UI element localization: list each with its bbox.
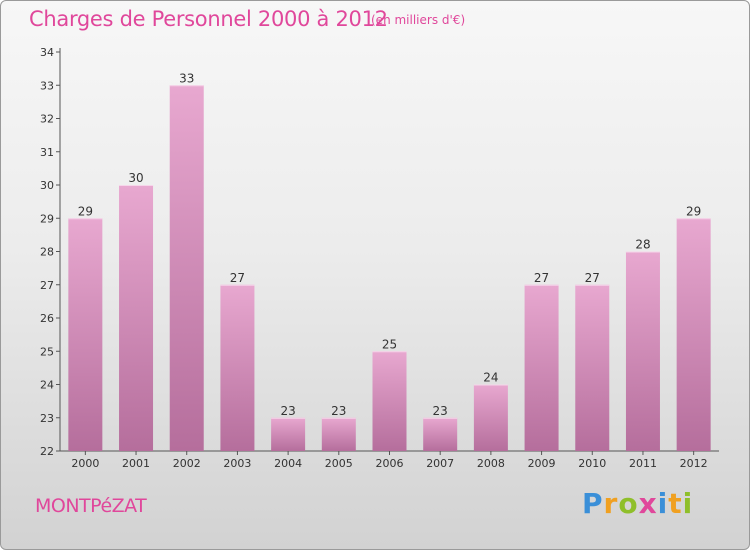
y-tick-label: 34 [40,46,54,59]
x-tick-label: 2002 [173,457,201,470]
y-tick-label: 27 [40,279,54,292]
proxiti-logo: Proxiti [582,487,693,520]
data-label: 27 [230,271,245,285]
y-tick-label: 30 [40,179,54,192]
x-tick-label: 2003 [223,457,251,470]
bar-2012 [676,218,711,451]
y-tick-label: 23 [40,412,54,425]
y-tick-label: 28 [40,246,54,259]
x-tick-label: 2009 [528,457,556,470]
chart-title: Charges de Personnel 2000 à 2012 [29,7,388,31]
data-label: 23 [433,404,448,418]
y-tick-label: 31 [40,146,54,159]
bar-2000 [68,218,103,451]
data-label: 25 [382,337,397,351]
y-tick-label: 33 [40,79,54,92]
y-tick-label: 25 [40,345,54,358]
bar-2009 [524,284,559,451]
logo-letter: i [682,487,694,520]
x-tick-label: 2005 [325,457,353,470]
bar-2006 [372,351,407,451]
bar-2011 [625,251,660,451]
data-label: 23 [331,404,346,418]
x-tick-label: 2011 [629,457,657,470]
bar-2008 [473,384,508,451]
data-label: 33 [179,71,194,85]
chart-bars [68,85,711,451]
chart-axes: 22 23 24 25 26 27 28 29 30 31 32 33 34 2000 2001 2002 20… [40,46,719,470]
x-tick-label: 2006 [376,457,404,470]
data-label: 27 [585,271,600,285]
logo-letter: x [638,487,658,520]
logo-letter: i [657,487,669,520]
x-tick-label: 2010 [578,457,606,470]
y-tick-label: 24 [40,379,54,392]
logo-letter: r [603,487,619,520]
y-tick-label: 26 [40,312,54,325]
bar-2007 [423,417,458,451]
data-label: 29 [78,204,93,218]
x-tick-label: 2001 [122,457,150,470]
chart-data-labels: 29 30 33 27 23 23 25 23 24 27 27 28 29 [78,71,702,418]
data-label: 30 [128,171,143,185]
logo-letter: t [668,487,683,520]
x-tick-label: 2000 [71,457,99,470]
chart-subtitle: (en milliers d'€) [371,13,466,27]
bar-2003 [220,284,255,451]
data-label: 28 [635,238,650,252]
data-label: 24 [483,371,498,385]
y-tick-label: 32 [40,113,54,126]
logo-letter: P [582,487,604,520]
data-label: 23 [280,404,295,418]
x-tick-label: 2004 [274,457,302,470]
bar-2001 [119,185,154,451]
x-tick-label: 2012 [680,457,708,470]
bar-2004 [271,417,306,451]
bar-2010 [575,284,610,451]
bar-2005 [321,417,356,451]
x-tick-label: 2008 [477,457,505,470]
place-name: MONTPéZAT [35,495,147,517]
data-label: 27 [534,271,549,285]
bar-2002 [169,85,204,451]
x-tick-label: 2007 [426,457,454,470]
y-tick-label: 22 [40,445,54,458]
data-label: 29 [686,204,701,218]
y-tick-label: 29 [40,212,54,225]
logo-letter: o [618,487,639,520]
